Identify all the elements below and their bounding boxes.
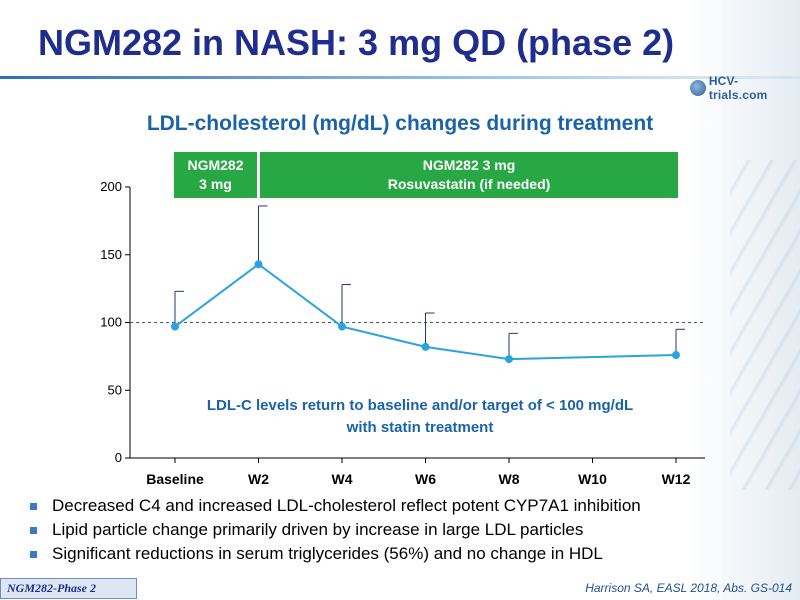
- hcv-trials-logo: HCV-trials.com: [690, 74, 796, 102]
- logo-text: HCV-trials.com: [708, 74, 768, 102]
- slide-title: NGM282 in NASH: 3 mg QD (phase 2): [38, 22, 675, 63]
- chart-title: LDL-cholesterol (mg/dL) changes during t…: [146, 112, 654, 135]
- bullet-item: Significant reductions in serum triglyce…: [28, 542, 788, 566]
- series-line-ldl: [174, 262, 677, 361]
- bullet-square-icon: [30, 527, 37, 534]
- bullet-list: Decreased C4 and increased LDL-cholester…: [28, 494, 788, 566]
- title-divider: [0, 76, 800, 79]
- annotation-line: with statin treatment: [346, 419, 494, 436]
- background-decoration: [730, 160, 800, 490]
- x-tick-label: W6: [415, 471, 436, 487]
- band-label-line: NGM282: [187, 157, 244, 173]
- x-tick-label: W8: [499, 471, 520, 487]
- band-label-line: Rosuvastatin (if needed): [387, 176, 551, 192]
- bullet-text: Lipid particle change primarily driven b…: [52, 520, 584, 539]
- bullet-text: Decreased C4 and increased LDL-cholester…: [52, 496, 641, 515]
- y-tick-label: 50: [108, 382, 122, 397]
- data-point: [171, 322, 179, 331]
- treatment-band-ngm282-rosuvastatin: NGM282 3 mg Rosuvastatin (if needed): [260, 152, 678, 198]
- x-tick-label: W12: [662, 471, 691, 487]
- bullet-square-icon: [30, 503, 37, 510]
- x-tick-label: W2: [248, 471, 269, 487]
- background-gradient: [690, 0, 800, 600]
- chart-annotation: LDL-C levels return to baseline and/or t…: [140, 395, 700, 439]
- x-tick-label: W4: [332, 471, 353, 487]
- treatment-band-ngm282: NGM282 3 mg: [174, 152, 257, 198]
- y-tick-label: 0: [115, 450, 122, 465]
- x-tick-label: W10: [578, 471, 607, 487]
- bullet-item: Decreased C4 and increased LDL-cholester…: [28, 494, 788, 518]
- data-point: [421, 342, 430, 351]
- data-point: [672, 351, 680, 360]
- bullet-square-icon: [30, 551, 37, 558]
- footer-study-label: NGM282-Phase 2: [0, 578, 137, 599]
- band-label-line: NGM282 3 mg: [422, 157, 516, 173]
- y-tick-label: 200: [100, 179, 122, 194]
- data-point: [254, 260, 263, 269]
- x-tick-label: Baseline: [146, 471, 204, 487]
- footer-citation: Harrison SA, EASL 2018, Abs. GS-014: [585, 581, 792, 595]
- logo-icon: [690, 80, 706, 96]
- y-tick-label: 100: [100, 315, 122, 330]
- y-tick-label: 150: [100, 247, 122, 262]
- data-point: [505, 355, 513, 364]
- band-label-line: 3 mg: [199, 176, 232, 192]
- bullet-text: Significant reductions in serum triglyce…: [52, 544, 603, 563]
- bullet-item: Lipid particle change primarily driven b…: [28, 518, 788, 542]
- annotation-line: LDL-C levels return to baseline and/or t…: [206, 397, 634, 414]
- data-point: [338, 322, 346, 331]
